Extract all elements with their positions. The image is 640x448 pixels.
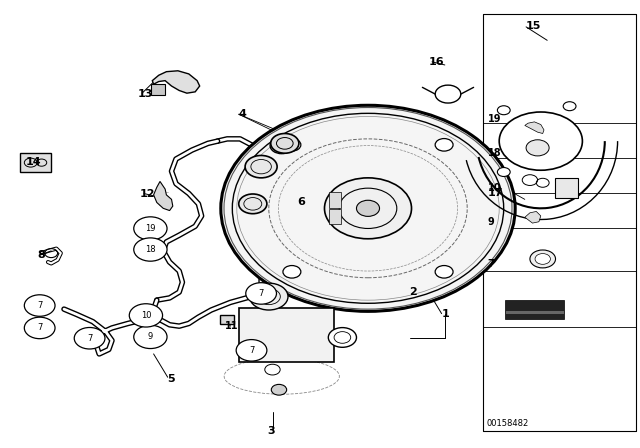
Circle shape (283, 138, 301, 151)
Polygon shape (152, 71, 200, 93)
Text: 19: 19 (488, 114, 501, 124)
Text: 7: 7 (488, 259, 495, 269)
Circle shape (435, 266, 453, 278)
Circle shape (283, 266, 301, 278)
FancyBboxPatch shape (328, 209, 341, 224)
Text: 14: 14 (26, 157, 41, 167)
Text: 3: 3 (267, 426, 275, 436)
Circle shape (250, 283, 288, 310)
Circle shape (134, 217, 167, 240)
FancyBboxPatch shape (328, 192, 341, 207)
Circle shape (530, 250, 556, 268)
Circle shape (239, 194, 267, 214)
Text: 7: 7 (37, 323, 42, 332)
Circle shape (134, 238, 167, 261)
Text: 15: 15 (526, 21, 541, 31)
FancyBboxPatch shape (220, 315, 234, 324)
Text: 10: 10 (141, 311, 151, 320)
Text: 18: 18 (145, 245, 156, 254)
Circle shape (246, 283, 276, 304)
Text: 4: 4 (239, 109, 246, 119)
FancyBboxPatch shape (20, 153, 51, 172)
Text: 9: 9 (148, 332, 153, 341)
Text: 7: 7 (37, 301, 42, 310)
Circle shape (497, 106, 510, 115)
Text: 13: 13 (138, 89, 153, 99)
Circle shape (563, 102, 576, 111)
FancyBboxPatch shape (506, 311, 564, 314)
Text: 1: 1 (442, 309, 449, 319)
FancyBboxPatch shape (151, 84, 165, 95)
Polygon shape (525, 211, 541, 223)
Circle shape (328, 327, 356, 347)
Text: 18: 18 (488, 148, 501, 158)
Circle shape (526, 140, 549, 156)
Text: 00158482: 00158482 (486, 419, 529, 428)
Text: 9: 9 (488, 217, 495, 227)
Text: 7: 7 (87, 334, 92, 343)
Text: 7: 7 (249, 346, 254, 355)
Text: 7: 7 (259, 289, 264, 298)
FancyBboxPatch shape (239, 308, 334, 362)
Circle shape (324, 178, 412, 239)
Circle shape (535, 254, 550, 264)
Polygon shape (525, 122, 544, 134)
Text: 19: 19 (145, 224, 156, 233)
Circle shape (245, 155, 277, 178)
Text: 12: 12 (140, 189, 155, 198)
Circle shape (129, 304, 163, 327)
Circle shape (221, 105, 515, 311)
FancyBboxPatch shape (555, 178, 578, 198)
Circle shape (271, 134, 299, 153)
Circle shape (356, 200, 380, 216)
FancyBboxPatch shape (505, 300, 564, 319)
Circle shape (497, 168, 510, 177)
Circle shape (134, 325, 167, 349)
Circle shape (435, 138, 453, 151)
Circle shape (271, 384, 287, 395)
Text: 8: 8 (37, 250, 45, 260)
Circle shape (24, 295, 55, 316)
Polygon shape (154, 181, 173, 211)
Text: 10: 10 (488, 183, 501, 193)
Text: 16: 16 (429, 57, 444, 67)
Text: 11: 11 (225, 321, 239, 331)
Text: 2: 2 (410, 287, 417, 297)
Bar (483, 14, 636, 431)
Circle shape (265, 364, 280, 375)
Text: 5: 5 (168, 374, 175, 383)
Circle shape (236, 340, 267, 361)
Text: 6: 6 (297, 198, 305, 207)
Circle shape (499, 112, 582, 170)
Circle shape (74, 327, 105, 349)
Circle shape (270, 138, 293, 154)
Circle shape (24, 317, 55, 339)
Text: 17: 17 (488, 188, 503, 198)
